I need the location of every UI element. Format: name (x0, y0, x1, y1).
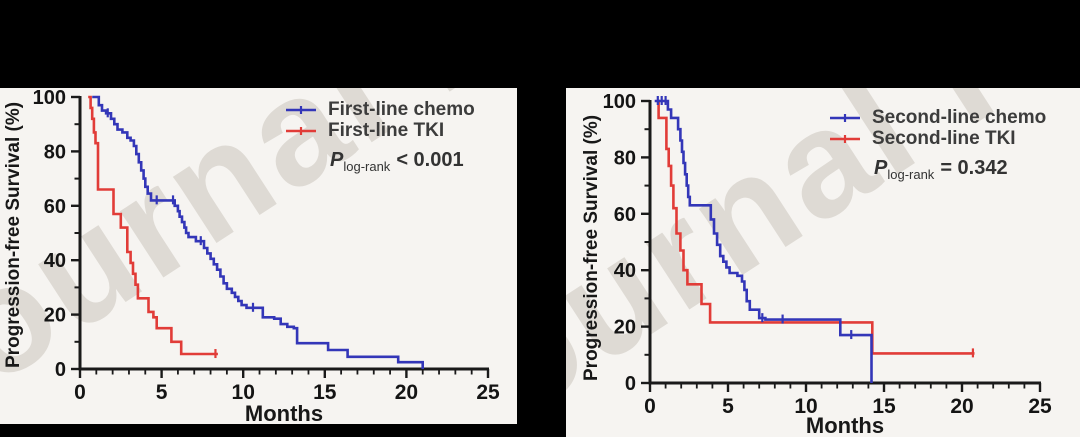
left-legend: First-line chemo First-line TKI Plog-ran… (284, 99, 475, 174)
x-tick-label: 0 (644, 395, 656, 418)
km-line-sample-icon (830, 113, 860, 122)
y-tick-label: 20 (614, 317, 636, 339)
legend-label-second-line-tki: Second-line TKI (872, 127, 1016, 149)
p-value-text: = 0.342 (940, 157, 1008, 179)
y-tick-label: 100 (603, 91, 636, 113)
legend-row-second-line-tki: Second-line TKI (828, 128, 1046, 149)
km-line-sample-icon (286, 126, 316, 135)
x-tick-label: 10 (794, 395, 817, 418)
y-tick-label: 40 (614, 260, 636, 282)
x-tick-label: 10 (232, 381, 255, 404)
legend-label-second-line-chemo: Second-line chemo (872, 106, 1047, 128)
legend-label-first-line-chemo: First-line chemo (328, 98, 475, 120)
km-line-sample-icon (286, 105, 316, 114)
legend-row-first-line-tki: First-line TKI (284, 120, 475, 141)
p-value-left: Plog-rank < 0.001 (330, 149, 475, 174)
p-symbol: P (874, 157, 888, 179)
x-tick-label: 15 (872, 395, 896, 418)
y-tick-label: 60 (44, 196, 66, 218)
x-tick-label: 25 (476, 381, 500, 404)
legend-row-first-line-chemo: First-line chemo (284, 99, 475, 120)
p-subscript: log-rank (343, 159, 391, 174)
left-x-axis-title: Months (244, 401, 324, 424)
x-tick-label: 5 (722, 395, 734, 418)
p-value-text: < 0.001 (396, 149, 464, 171)
right-legend: Second-line chemo Second-line TKI Plog-r… (828, 107, 1046, 182)
y-tick-label: 60 (614, 204, 636, 226)
left-y-axis-title: Progression-free Survival (%) (3, 101, 24, 369)
x-tick-label: 0 (74, 381, 86, 404)
km-curve-first-line-tki (88, 95, 218, 356)
km-curve-second-line-chemo (654, 99, 873, 383)
y-tick-label: 40 (44, 250, 66, 272)
x-tick-label: 20 (950, 395, 973, 418)
x-tick-label: 20 (395, 381, 418, 404)
y-tick-label: 20 (44, 305, 66, 327)
p-symbol: P (330, 149, 344, 171)
y-tick-label: 0 (55, 359, 66, 381)
p-subscript: log-rank (887, 167, 935, 182)
km-line-sample-icon (830, 134, 860, 143)
y-tick-label: 80 (614, 147, 636, 169)
legend-label-first-line-tki: First-line TKI (328, 119, 445, 141)
right-x-axis-title: Months (805, 413, 885, 437)
y-tick-label: 0 (625, 373, 636, 395)
x-tick-label: 25 (1028, 395, 1052, 418)
x-tick-label: 15 (313, 381, 337, 404)
right-y-axis-title: Progression-free Survival (%) (581, 114, 602, 382)
y-tick-label: 80 (44, 141, 66, 163)
right-km-plot: 0 20 40 60 80 100 0 5 10 15 20 25 (603, 91, 1052, 418)
km-curve-second-line-tki (657, 99, 975, 355)
p-value-right: Plog-rank = 0.342 (874, 157, 1046, 182)
legend-row-second-line-chemo: Second-line chemo (828, 107, 1046, 128)
y-tick-label: 100 (33, 88, 66, 109)
km-curve-first-line-chemo (92, 95, 424, 369)
left-km-plot: 0 20 40 60 80 100 0 5 10 15 20 25 (33, 88, 500, 404)
x-tick-label: 5 (156, 381, 168, 404)
